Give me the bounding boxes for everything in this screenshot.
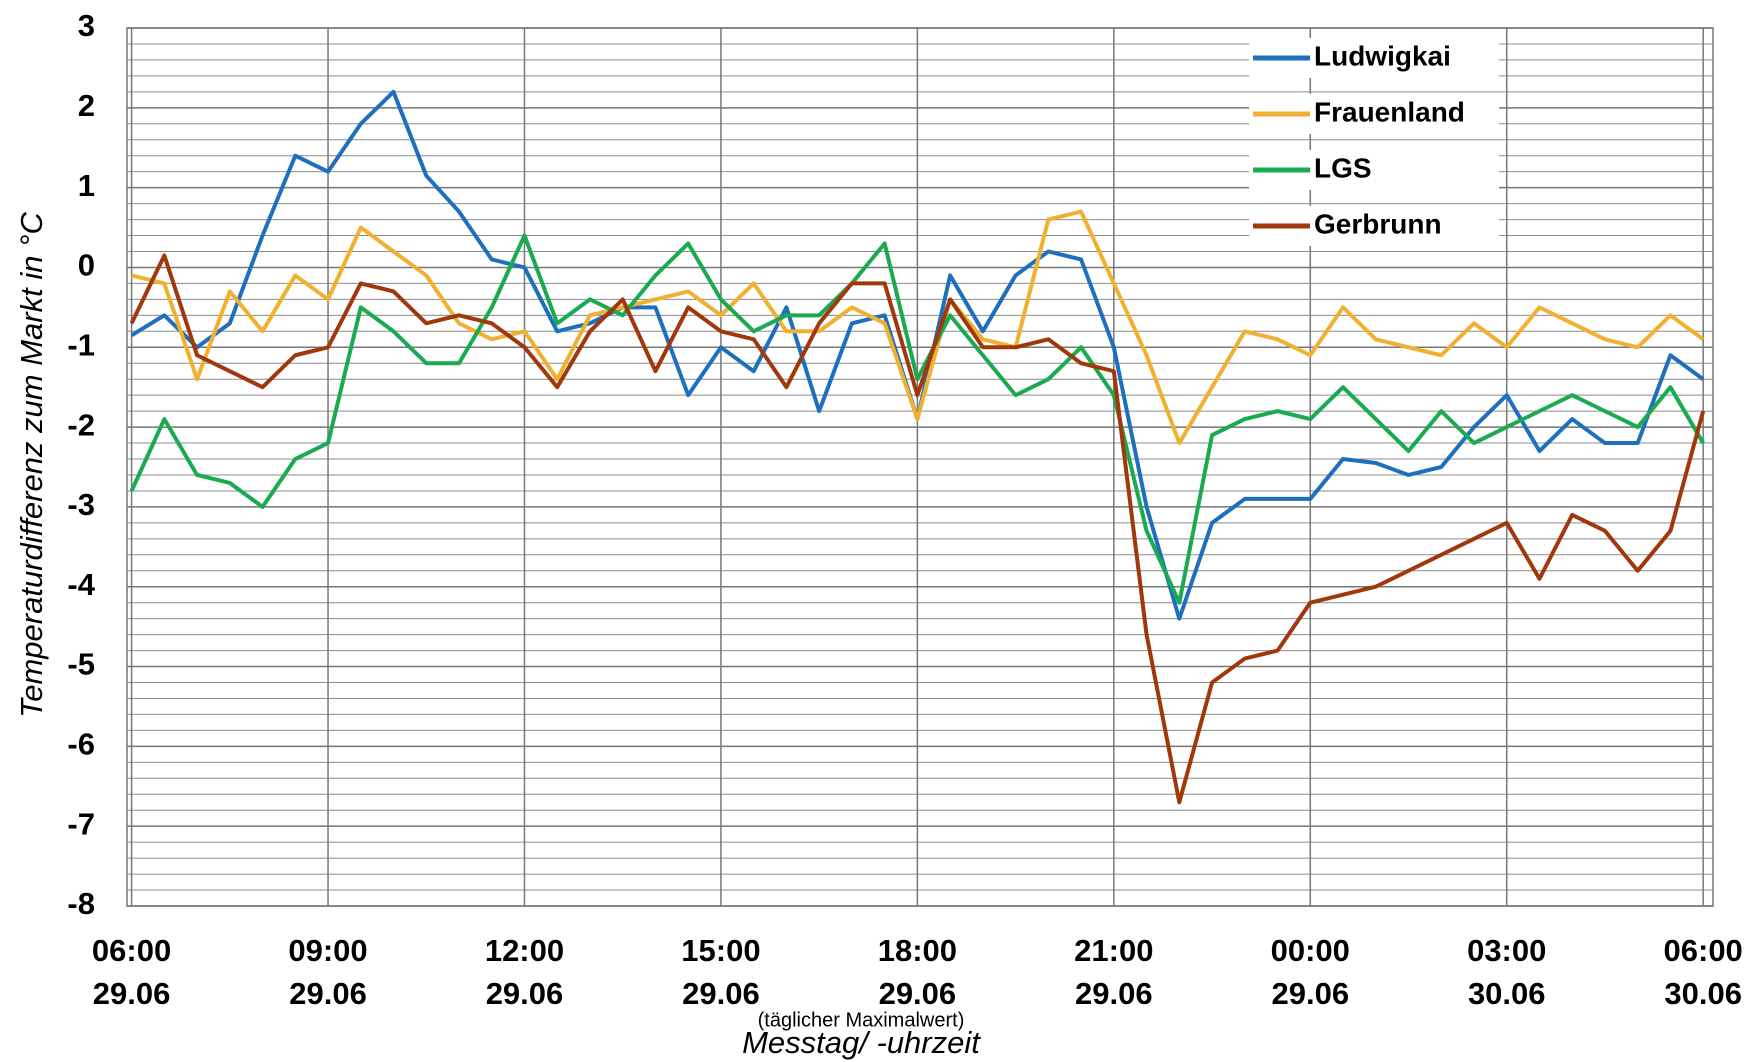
annotation: (täglicher Maximalwert) — [758, 1009, 965, 1031]
x-tick-label: 18:00 29.06 — [878, 933, 957, 1011]
y-tick-label: 2 — [78, 88, 95, 123]
y-tick-label: -2 — [67, 407, 95, 442]
data-line — [129, 253, 1706, 805]
legend-label: Ludwigkai — [1314, 40, 1451, 71]
y-tick-label: -8 — [67, 886, 95, 921]
y-tick-label: 1 — [78, 168, 95, 203]
data-line — [131, 209, 1705, 446]
y-tick-label: 0 — [78, 248, 95, 283]
y-tick-label: 3 — [78, 8, 95, 43]
x-tick-label: 03:00 30.06 — [1467, 933, 1546, 1011]
y-tick-label: -6 — [67, 727, 95, 762]
x-tick-label: 21:00 29.06 — [1074, 933, 1153, 1011]
plot-frame — [126, 27, 1714, 907]
y-axis-label: Temperaturdifferenz zum Markt in °C — [14, 212, 49, 718]
x-tick-label: 15:00 29.06 — [681, 933, 760, 1011]
x-tick-label: 12:00 29.06 — [485, 933, 564, 1011]
x-tick-label: 09:00 29.06 — [288, 933, 367, 1011]
y-tick-label: -4 — [67, 567, 95, 602]
y-tick-label: -1 — [67, 327, 95, 362]
legend-label: Gerbrunn — [1314, 208, 1442, 239]
x-tick-label: 00:00 29.06 — [1271, 933, 1350, 1011]
x-axis-label: Messtag/ -uhrzeit — [742, 1025, 981, 1060]
legend-label: Frauenland — [1314, 96, 1465, 127]
y-tick-label: -7 — [67, 806, 95, 841]
y-tick-label: -5 — [67, 647, 95, 682]
y-tick-label: -3 — [67, 487, 95, 522]
x-tick-label: 06:00 30.06 — [1664, 933, 1743, 1011]
legend-label: LGS — [1314, 152, 1372, 183]
x-tick-label: 06:00 29.06 — [92, 933, 171, 1011]
data-line — [129, 233, 1705, 605]
